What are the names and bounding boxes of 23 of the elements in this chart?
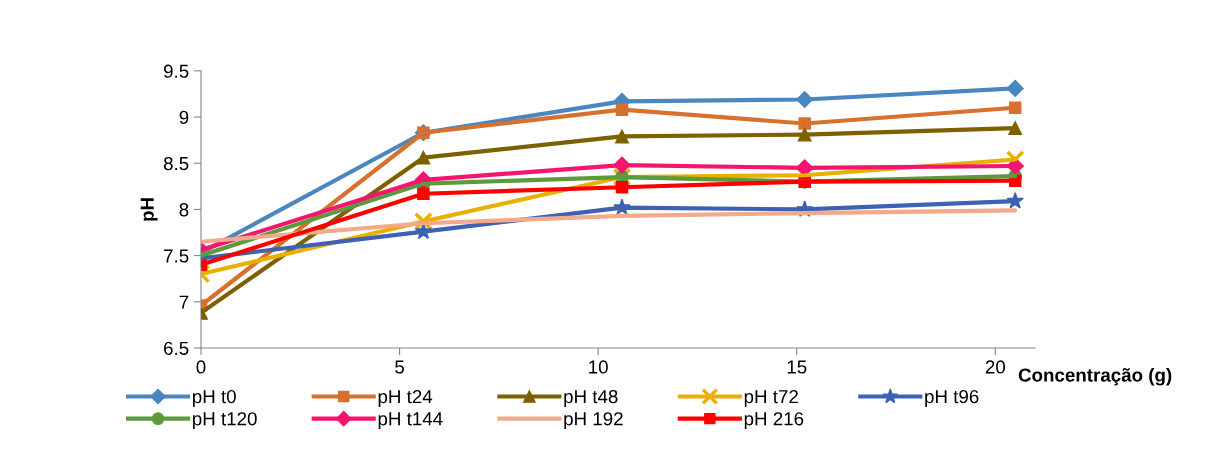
y-tick-label: 9 [179,110,189,125]
legend-label: pH t24 [378,389,433,407]
y-tick-label: 8 [179,203,189,217]
legend-label: pH t72 [744,389,798,407]
y-tick-label: 7 [179,295,189,309]
x-tick-label: 0 [196,360,206,374]
legend-label: pH t120 [193,412,257,430]
x-tick-label: 10 [589,360,608,374]
legend-label: pH 216 [744,412,804,430]
legend-label: pH 192 [564,412,623,430]
legend-label: pH t96 [925,389,979,407]
legend-label: pH t48 [564,389,618,407]
y-tick-label: 7.5 [164,249,189,263]
y-axis-title: pH [140,198,158,221]
x-axis-title: Concentração (g) [1018,367,1172,386]
x-tick-label: 5 [395,360,404,374]
legend-label: pH t0 [193,389,236,407]
x-tick-label: 20 [985,360,1006,374]
y-tick-label: 9.5 [163,64,189,78]
y-tick-label: 6.5 [164,341,189,355]
x-tick-label: 15 [787,360,807,374]
y-tick-label: 8.5 [163,156,189,171]
legend-label: pH t144 [378,412,443,430]
